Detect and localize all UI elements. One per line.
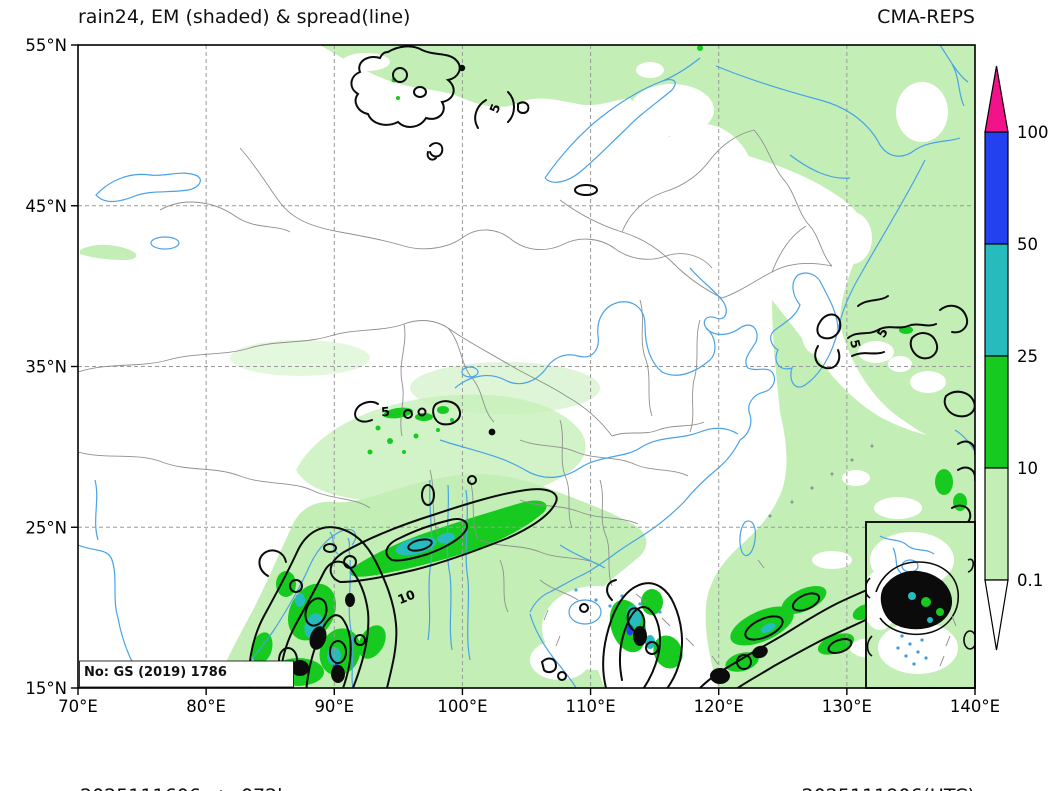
y-tick-label: 35°N <box>25 358 67 377</box>
axis-tick-labels: 70°E 80°E 90°E 100°E 110°E 120°E 130°E 140°E 55°… <box>25 36 1000 716</box>
contour-label: 5 <box>847 338 864 350</box>
y-tick-label: 15°N <box>25 679 67 698</box>
x-tick-label: 130°E <box>822 697 872 716</box>
page-title: rain24, EM (shaded) & spread(line) <box>78 6 411 28</box>
inset-contours <box>866 558 975 657</box>
x-tick-label: 120°E <box>694 697 744 716</box>
inset-map <box>865 521 976 689</box>
spread-contours <box>247 45 975 688</box>
x-tick-label: 90°E <box>314 697 354 716</box>
init-time-block: 2025111606 + 072h 2025111614 + 072h <box>80 726 289 791</box>
y-tick-label: 55°N <box>25 36 67 55</box>
contour-label: 10 <box>395 587 417 608</box>
x-tick-label: 100°E <box>437 697 487 716</box>
x-tick-label: 110°E <box>565 697 615 716</box>
colorbar-segment <box>984 467 1009 581</box>
colorbar-tick-label: 50 <box>1017 235 1038 254</box>
colorbar-tick-label: 10 <box>1017 459 1038 478</box>
colorbar: 100 50 25 10 0.1 <box>984 65 1049 651</box>
colorbar-tick-label: 25 <box>1017 347 1038 366</box>
shade-white-gaps <box>342 53 958 680</box>
x-tick-label: 70°E <box>58 697 98 716</box>
axis-ticks <box>71 44 976 695</box>
valid-time-block: 2025111906(UTC) 2025111914(CST) <box>802 726 975 791</box>
inset-island-dots <box>896 634 928 666</box>
ryukyu-islands <box>768 444 874 518</box>
valid-time-utc: 2025111906(UTC) <box>802 782 975 791</box>
colorbar-over-arrow <box>984 65 1009 133</box>
colorbar-under-arrow <box>984 579 1009 651</box>
inset-dash-line <box>939 615 957 667</box>
colorbar-segment <box>984 243 1009 357</box>
colorbar-segment <box>984 131 1009 245</box>
license-note: No: GS (2019) 1786 <box>84 665 227 680</box>
grid-lines <box>78 45 975 688</box>
shade-teal <box>295 532 776 665</box>
colorbar-segment <box>984 355 1009 469</box>
x-tick-label: 140°E <box>950 697 1000 716</box>
colorbar-tick-label: 0.1 <box>1017 571 1043 590</box>
y-tick-label: 25°N <box>25 518 67 537</box>
license-note-box <box>79 660 294 688</box>
contour-label: 5 <box>380 404 390 420</box>
colorbar-tick-label: 100 <box>1017 123 1049 142</box>
model-name-label: CMA-REPS <box>877 6 975 28</box>
sea-islet-dots <box>574 588 662 614</box>
x-tick-label: 80°E <box>186 697 226 716</box>
province-boundaries <box>78 129 874 665</box>
init-time-utc: 2025111606 + 072h <box>80 782 289 791</box>
rivers-coastlines <box>78 45 975 688</box>
inset-shading <box>908 592 944 623</box>
y-tick-label: 45°N <box>25 197 67 216</box>
